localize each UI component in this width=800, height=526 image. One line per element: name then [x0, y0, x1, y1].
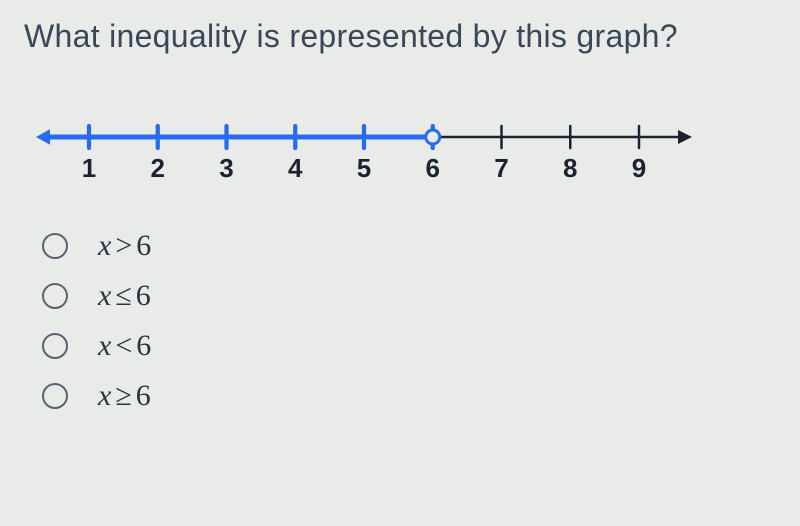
relation: ≥ — [111, 379, 135, 412]
radio-icon — [42, 333, 68, 359]
value: 6 — [136, 329, 151, 362]
var: x — [98, 229, 111, 262]
tick-label: 9 — [632, 153, 646, 184]
question-text: What inequality is represented by this g… — [24, 18, 776, 55]
tick-label: 2 — [151, 153, 165, 184]
radio-icon — [42, 233, 68, 259]
option-text: x>6 — [98, 229, 151, 263]
option-c[interactable]: x<6 — [42, 329, 776, 363]
radio-icon — [42, 283, 68, 309]
option-text: x≥6 — [98, 379, 151, 413]
option-d[interactable]: x≥6 — [42, 379, 776, 413]
tick-label: 3 — [219, 153, 233, 184]
relation: > — [111, 229, 136, 262]
tick-label: 8 — [563, 153, 577, 184]
var: x — [98, 279, 111, 312]
tick-label: 1 — [82, 153, 96, 184]
options-group: x>6 x≤6 x<6 x≥6 — [42, 229, 776, 413]
tick-label: 5 — [357, 153, 371, 184]
tick-label: 4 — [288, 153, 302, 184]
var: x — [98, 379, 111, 412]
relation: ≤ — [111, 279, 135, 312]
tick-label: 6 — [426, 153, 440, 184]
value: 6 — [136, 279, 151, 312]
relation: < — [111, 329, 136, 362]
radio-icon — [42, 383, 68, 409]
option-b[interactable]: x≤6 — [42, 279, 776, 313]
value: 6 — [136, 229, 151, 262]
tick-label: 7 — [494, 153, 508, 184]
option-text: x≤6 — [98, 279, 151, 313]
var: x — [98, 329, 111, 362]
value: 6 — [136, 379, 151, 412]
number-line: 1 2 3 4 5 6 7 8 9 — [34, 103, 694, 193]
option-text: x<6 — [98, 329, 151, 363]
option-a[interactable]: x>6 — [42, 229, 776, 263]
